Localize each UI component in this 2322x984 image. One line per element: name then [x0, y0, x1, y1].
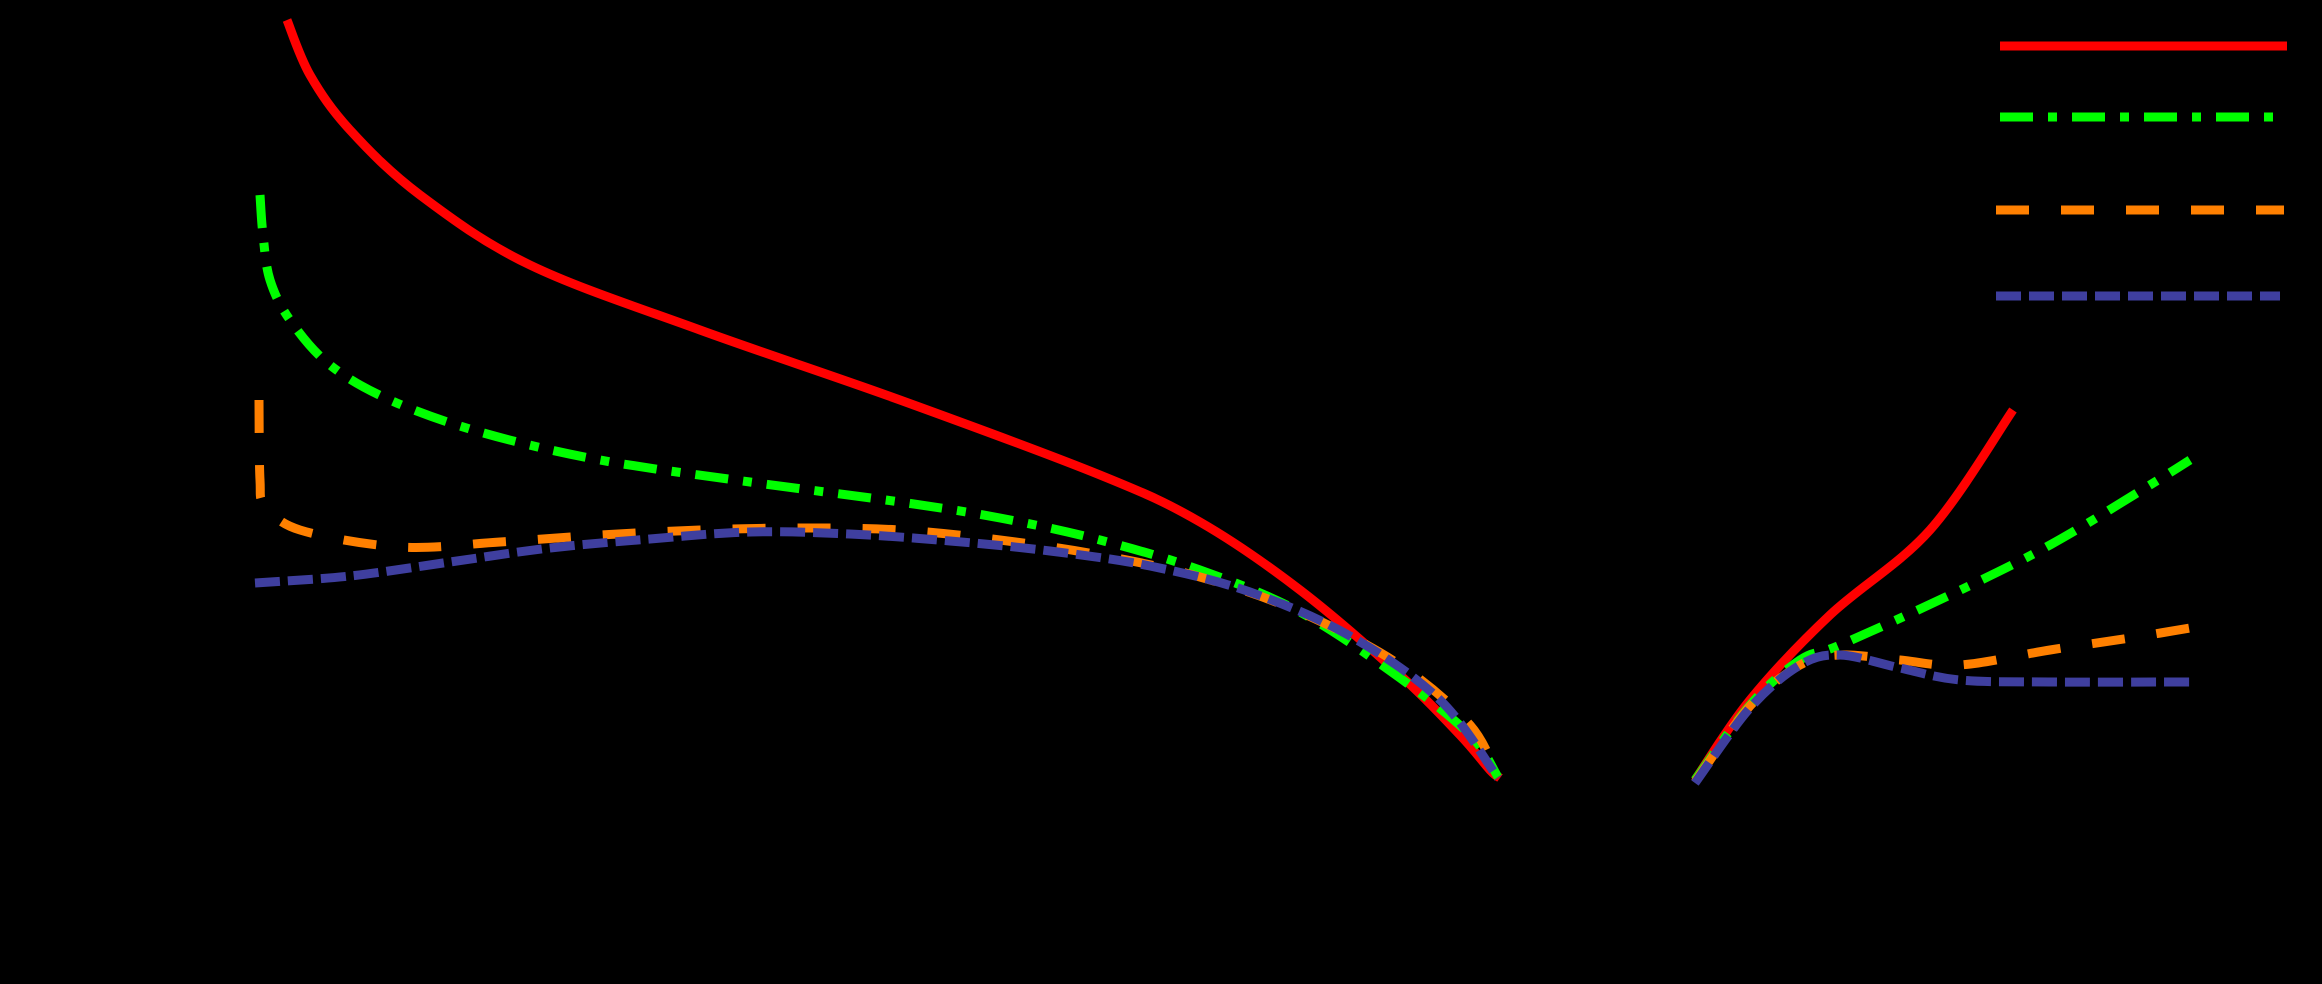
series-1-branch-0-line — [255, 194, 1502, 780]
legend — [1996, 41, 2287, 301]
series-3-branch-1-line — [1691, 650, 2191, 786]
series-3-branch-0-line — [254, 527, 1502, 781]
series-2-branch-1-line — [1691, 623, 2191, 785]
series-layer — [254, 18, 2193, 786]
